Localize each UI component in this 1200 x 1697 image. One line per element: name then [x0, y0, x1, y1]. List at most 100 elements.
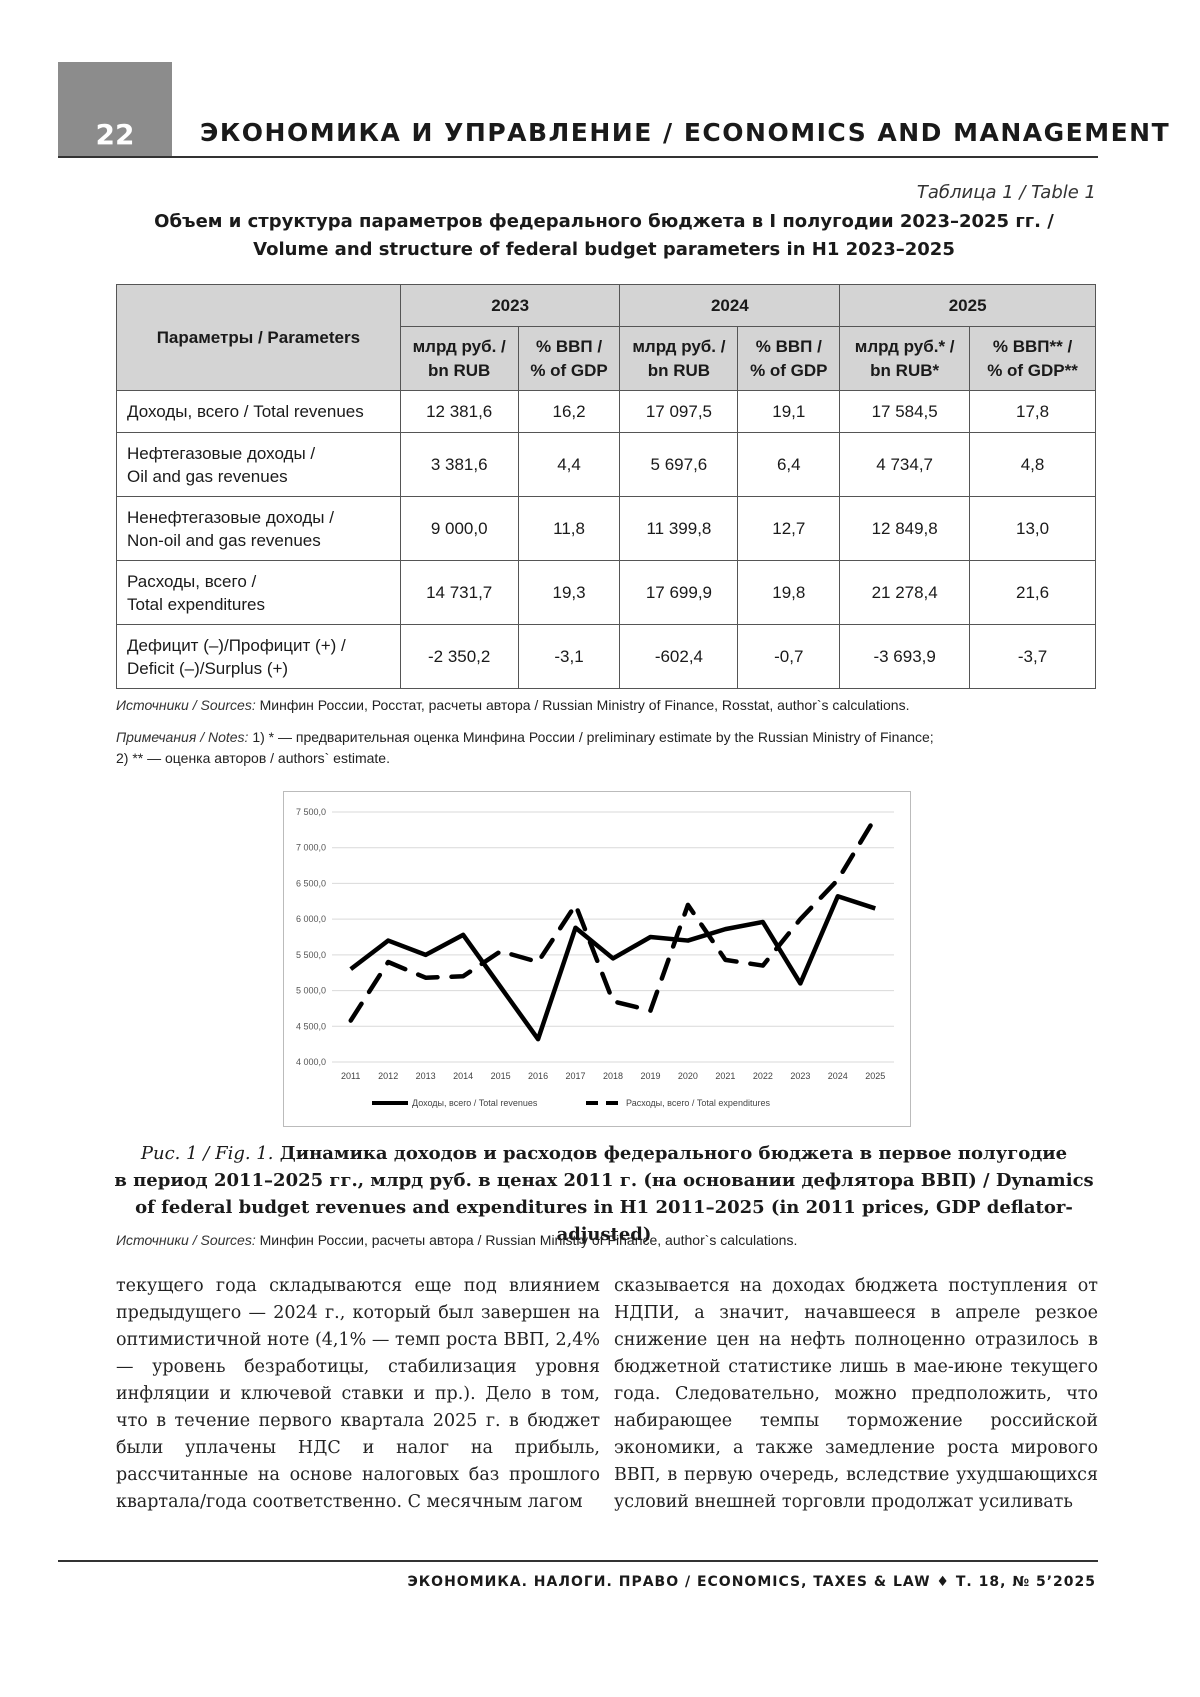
value-cell: 21 278,4: [839, 560, 971, 625]
parameter-label: Расходы, всего /: [127, 571, 257, 591]
x-tick-label: 2020: [678, 1071, 698, 1081]
legend-label: Расходы, всего / Total expenditures: [626, 1098, 770, 1108]
page-number: 22: [95, 118, 135, 151]
year-header: 2025: [839, 284, 1096, 327]
value-cell: 21,6: [969, 560, 1096, 625]
notes-line-1: 1) * — предварительная оценка Минфина Ро…: [248, 729, 934, 745]
value-cell: 9 000,0: [399, 496, 519, 561]
parameter-label: Deficit (–)/Surplus (+): [127, 658, 289, 678]
figure-label: Рис. 1 / Fig. 1.: [140, 1143, 274, 1164]
unit-header: % ВВП / % of GDP: [737, 326, 841, 391]
param-header: Параметры / Parameters: [116, 284, 401, 391]
x-tick-label: 2021: [715, 1071, 735, 1081]
unit-header-line: % ВВП /: [536, 336, 603, 356]
x-tick-label: 2024: [828, 1071, 848, 1081]
footer-rule: [58, 1560, 1098, 1562]
y-tick-label: 5 000,0: [296, 986, 326, 996]
x-tick-label: 2012: [378, 1071, 398, 1081]
unit-header-line: bn RUB: [428, 360, 491, 380]
year-header: 2023: [399, 284, 621, 327]
x-tick-label: 2023: [790, 1071, 810, 1081]
value-cell: 4,8: [969, 432, 1096, 497]
parameter-cell: Дефицит (–)/Профицит (+) / Deficit (–)/Su…: [116, 624, 401, 689]
body-text-left: текущего года складываются еще под влиян…: [116, 1276, 600, 1512]
unit-header-line: млрд руб.* /: [854, 336, 955, 356]
value-cell: 17,8: [969, 390, 1096, 433]
unit-header: % ВВП** / % of GDP**: [969, 326, 1096, 391]
value-cell: 13,0: [969, 496, 1096, 561]
x-tick-label: 2019: [640, 1071, 660, 1081]
parameter-cell: Ненефтегазовые доходы / Non-oil and gas r…: [116, 496, 401, 561]
parameter-cell: Доходы, всего / Total revenues: [116, 390, 401, 433]
value-cell: 12 381,6: [399, 390, 519, 433]
legend-label: Доходы, всего / Total revenues: [412, 1098, 538, 1108]
value-cell: 12,7: [737, 496, 841, 561]
value-cell: 17 584,5: [839, 390, 971, 433]
table-title-en: Volume and structure of federal budget p…: [253, 239, 955, 260]
figure-title-2: в период 2011–2025 гг., млрд руб. в цена…: [114, 1170, 1094, 1191]
revenue-line: [349, 894, 876, 1042]
unit-header-line: % ВВП** /: [992, 336, 1073, 356]
x-tick-label: 2013: [416, 1071, 436, 1081]
figure-title-3: of federal budget revenues and expenditu…: [135, 1197, 1073, 1245]
table-label: Таблица 1 / Table 1: [916, 182, 1096, 203]
x-tick-label: 2022: [753, 1071, 773, 1081]
figure-sources: Источники / Sources: Минфин России, расч…: [116, 1232, 797, 1248]
value-cell: 16,2: [517, 390, 621, 433]
table-notes: Примечания / Notes: 1) * — предварительн…: [116, 729, 934, 745]
value-cell: -3,1: [517, 624, 621, 689]
line-chart: 4 000,0 4 500,0 5 000,0 5 500,0 6 000,0 6 500…: [296, 807, 894, 1108]
value-cell: -0,7: [737, 624, 841, 689]
x-tick-label: 2016: [528, 1071, 548, 1081]
y-tick-label: 7 000,0: [296, 843, 326, 853]
x-tick-label: 2015: [491, 1071, 511, 1081]
table-row: Расходы, всего / Total expenditures 14 731…: [116, 560, 1096, 625]
y-tick-label: 4 000,0: [296, 1057, 326, 1067]
y-tick-label: 4 500,0: [296, 1021, 326, 1031]
value-cell: -2 350,2: [399, 624, 519, 689]
x-tick-label: 2025: [865, 1071, 885, 1081]
y-tick-label: 7 500,0: [296, 807, 326, 817]
table-row: Нефтегазовые доходы / Oil and gas revenue…: [116, 432, 1096, 497]
figure-caption: Рис. 1 / Fig. 1. Динамика доходов и расх…: [112, 1140, 1096, 1248]
value-cell: 5 697,6: [619, 432, 739, 497]
value-cell: 19,1: [737, 390, 841, 433]
fig-sources-text: Минфин России, расчеты автора / Russian …: [255, 1232, 798, 1248]
unit-header-line: bn RUB*: [870, 360, 940, 380]
value-cell: 19,8: [737, 560, 841, 625]
value-cell: -602,4: [619, 624, 739, 689]
parameter-label: Total expenditures: [127, 594, 265, 614]
table-row: Доходы, всего / Total revenues 12 381,6 16…: [116, 390, 1096, 433]
budget-table: Параметры / Parameters 2023 2024 2025 мл…: [116, 284, 1096, 689]
parameter-label: Нефтегазовые доходы /: [127, 443, 316, 463]
journal-footer: ЭКОНОМИКА. НАЛОГИ. ПРАВО / ECONOMICS, TA…: [407, 1574, 1096, 1590]
x-tick-label: 2017: [566, 1071, 586, 1081]
table-sources: Источники / Sources: Минфин России, Росс…: [116, 697, 909, 713]
parameter-label: Доходы, всего / Total revenues: [127, 402, 364, 421]
x-tick-label: 2018: [603, 1071, 623, 1081]
header-rule: [58, 156, 1098, 158]
value-cell: 6,4: [737, 432, 841, 497]
x-tick-label: 2011: [341, 1071, 360, 1081]
sources-text: Минфин России, Росстат, расчеты автора /…: [255, 697, 910, 713]
y-tick-label: 5 500,0: [296, 950, 326, 960]
journal-section-title: ЭКОНОМИКА И УПРАВЛЕНИЕ / ECONOMICS AND M…: [200, 118, 1171, 147]
page-number-box: [58, 62, 172, 156]
chart-frame: 4 000,0 4 500,0 5 000,0 5 500,0 6 000,0 6 500…: [283, 791, 911, 1127]
value-cell: 17 699,9: [619, 560, 739, 625]
value-cell: -3,7: [969, 624, 1096, 689]
table-title-ru: Объем и структура параметров федеральног…: [154, 211, 1054, 232]
unit-header: % ВВП / % of GDP: [517, 326, 621, 391]
value-cell: 14 731,7: [399, 560, 519, 625]
unit-header: млрд руб. / bn RUB: [619, 326, 739, 391]
table-row: Дефицит (–)/Профицит (+) / Deficit (–)/Su…: [116, 624, 1096, 689]
value-cell: 11 399,8: [619, 496, 739, 561]
unit-header-line: % of GDP**: [987, 360, 1078, 380]
figure-title-1: Динамика доходов и расходов федерального…: [273, 1143, 1068, 1164]
table-row: Ненефтегазовые доходы / Non-oil and gas r…: [116, 496, 1096, 561]
parameter-label: Oil and gas revenues: [127, 466, 288, 486]
sources-label: Источники / Sources:: [116, 697, 256, 713]
y-tick-label: 6 000,0: [296, 914, 326, 924]
unit-header-line: bn RUB: [647, 360, 711, 380]
value-cell: 3 381,6: [399, 432, 519, 497]
